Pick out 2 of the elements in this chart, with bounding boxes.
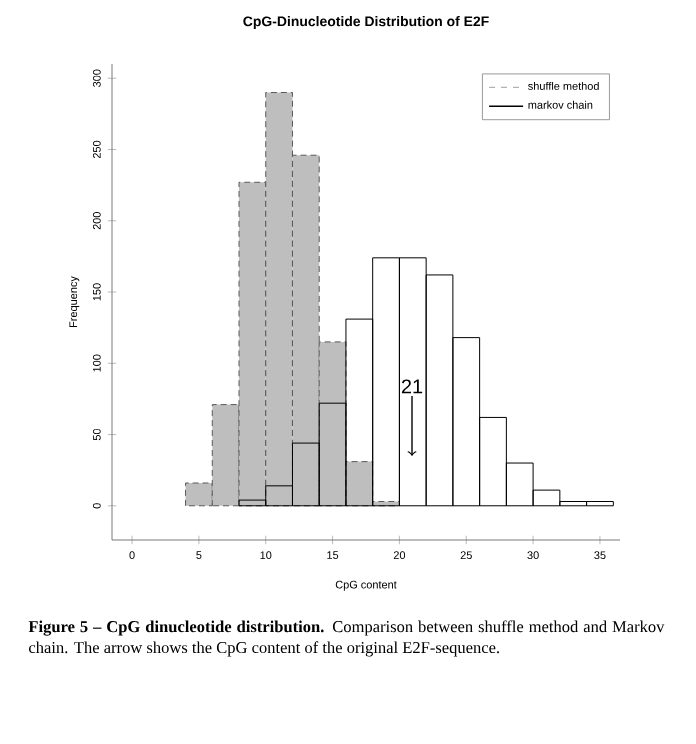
annotation: 21 bbox=[401, 379, 423, 394]
text: Figure 5 – CpG dinucleotide distribution. Comparison between shuffle method and Markov chain. The arrow shows the CpG content of the original E2F-sequence. bbox=[28, 620, 665, 657]
